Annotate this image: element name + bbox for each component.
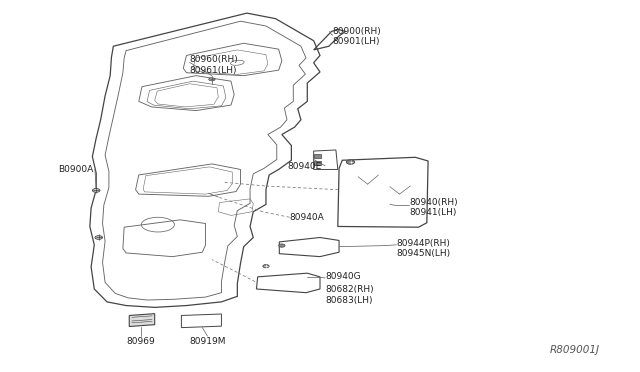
Text: 80940E: 80940E (287, 162, 321, 171)
Text: 80901(LH): 80901(LH) (333, 37, 380, 46)
Polygon shape (129, 314, 155, 327)
Text: 80961(LH): 80961(LH) (189, 65, 237, 75)
Ellipse shape (263, 264, 269, 268)
Text: 80969: 80969 (126, 337, 155, 346)
Text: B0900A: B0900A (58, 165, 93, 174)
Text: 80900(RH): 80900(RH) (333, 27, 381, 36)
Text: 80940(RH): 80940(RH) (409, 198, 458, 207)
FancyBboxPatch shape (314, 154, 321, 158)
Text: 80683(LH): 80683(LH) (325, 295, 372, 305)
Text: 80941(LH): 80941(LH) (409, 208, 456, 217)
Text: 80940A: 80940A (289, 213, 324, 222)
Ellipse shape (95, 235, 102, 239)
Text: 80944P(RH): 80944P(RH) (396, 238, 450, 247)
FancyBboxPatch shape (314, 161, 321, 165)
Text: 80960(RH): 80960(RH) (189, 55, 239, 64)
Text: 80945N(LH): 80945N(LH) (396, 249, 451, 258)
Text: 80682(RH): 80682(RH) (325, 285, 374, 294)
Ellipse shape (278, 244, 285, 247)
Text: 80940G: 80940G (325, 272, 361, 280)
Text: R809001J: R809001J (550, 345, 600, 355)
Ellipse shape (346, 160, 355, 164)
Text: 80919M: 80919M (189, 337, 226, 346)
Ellipse shape (209, 78, 215, 81)
Ellipse shape (92, 189, 100, 192)
